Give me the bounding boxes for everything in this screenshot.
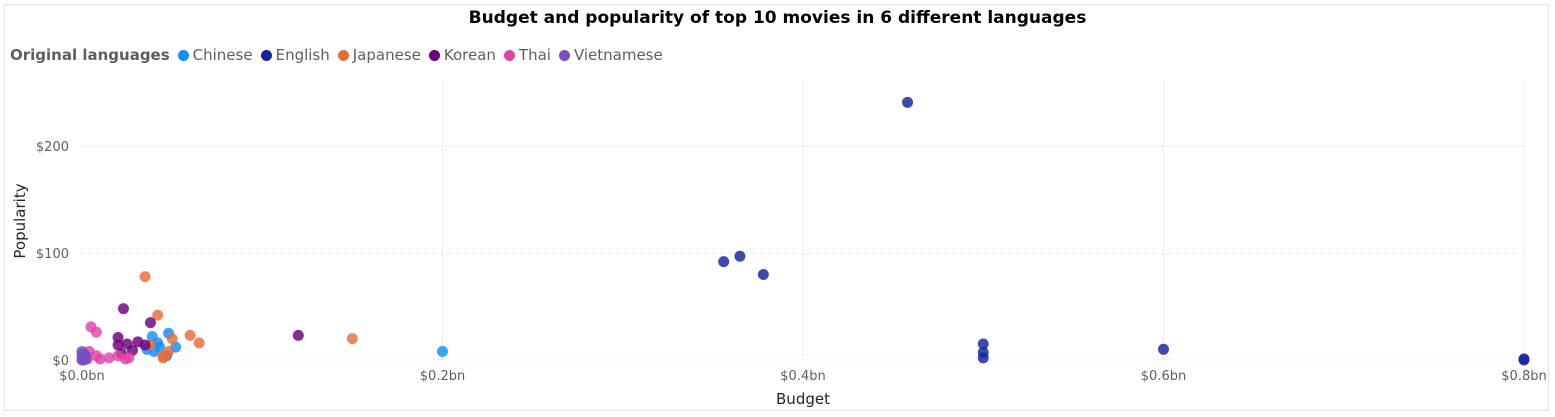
legend-marker — [503, 49, 515, 61]
legend-item-vietnamese[interactable]: Vietnamese — [558, 46, 663, 64]
x-tick-label: $0.2bn — [420, 369, 465, 384]
data-point-japanese[interactable] — [166, 333, 178, 345]
data-point-vietnamese[interactable] — [78, 348, 90, 360]
legend-label: Japanese — [352, 46, 421, 64]
y-tick-label: $100 — [36, 247, 69, 262]
x-tick-label: $0.4bn — [780, 369, 825, 384]
legend-label: English — [275, 46, 330, 64]
chart-title: Budget and popularity of top 10 movies i… — [468, 8, 1087, 28]
legend-marker — [428, 49, 440, 61]
x-axis-ticks: $0.0bn $0.2bn $0.4bn $0.6bn $0.8bn — [59, 369, 1546, 384]
legend-items: Chinese English Japanese Korean Thai Vietname… — [177, 46, 671, 64]
data-point-japanese[interactable] — [184, 329, 196, 341]
data-point-english[interactable] — [1158, 343, 1169, 355]
x-tick-label: $0.0bn — [59, 369, 104, 384]
legend-marker — [558, 49, 570, 61]
data-point-japanese[interactable] — [152, 309, 164, 321]
legend: Original languages Chinese English Japanes… — [10, 46, 671, 64]
data-point-english[interactable] — [902, 96, 914, 108]
y-tick-label: $0 — [52, 354, 69, 369]
data-point-korean[interactable] — [117, 303, 129, 315]
data-point-english[interactable] — [757, 268, 769, 280]
data-point-japanese[interactable] — [157, 352, 169, 364]
legend-item-thai[interactable]: Thai — [503, 46, 551, 64]
data-point-korean[interactable] — [144, 317, 156, 329]
legend-title: Original languages — [10, 46, 170, 64]
data-point-chinese[interactable] — [437, 345, 448, 357]
y-axis-ticks: $0 $100 $200 — [36, 140, 69, 369]
data-point-japanese[interactable] — [193, 337, 205, 349]
legend-item-english[interactable]: English — [260, 46, 330, 64]
data-point-thai[interactable] — [90, 326, 102, 338]
legend-marker — [337, 49, 349, 61]
data-point-english[interactable] — [977, 352, 989, 364]
data-point-thai[interactable] — [103, 352, 115, 364]
y-axis-label: Popularity — [11, 183, 29, 258]
data-point-korean[interactable] — [292, 329, 304, 341]
legend-label: Thai — [518, 46, 551, 64]
x-tick-label: $0.6bn — [1141, 369, 1186, 384]
legend-item-chinese[interactable]: Chinese — [177, 46, 253, 64]
legend-label: Chinese — [192, 46, 253, 64]
y-tick-label: $200 — [36, 140, 69, 155]
data-point-thai[interactable] — [94, 353, 106, 365]
legend-item-korean[interactable]: Korean — [428, 46, 496, 64]
data-point-english[interactable] — [1518, 354, 1530, 366]
legend-label: Korean — [443, 46, 496, 64]
data-point-english[interactable] — [734, 250, 746, 262]
x-tick-label: $0.8bn — [1501, 369, 1546, 384]
legend-marker — [260, 49, 272, 61]
legend-label: Vietnamese — [573, 46, 663, 64]
legend-marker — [177, 49, 189, 61]
legend-item-japanese[interactable]: Japanese — [337, 46, 421, 64]
data-points — [76, 96, 1530, 366]
data-point-english[interactable] — [718, 256, 730, 268]
data-point-korean[interactable] — [112, 339, 124, 351]
data-point-japanese[interactable] — [139, 271, 151, 283]
gridlines — [82, 82, 1525, 361]
data-point-chinese[interactable] — [154, 341, 166, 353]
x-axis-label: Budget — [776, 390, 830, 408]
chart-frame — [4, 4, 1549, 411]
data-point-english[interactable] — [977, 338, 989, 350]
data-point-korean[interactable] — [139, 339, 151, 351]
data-point-thai[interactable] — [119, 353, 131, 365]
data-point-japanese[interactable] — [346, 333, 358, 345]
